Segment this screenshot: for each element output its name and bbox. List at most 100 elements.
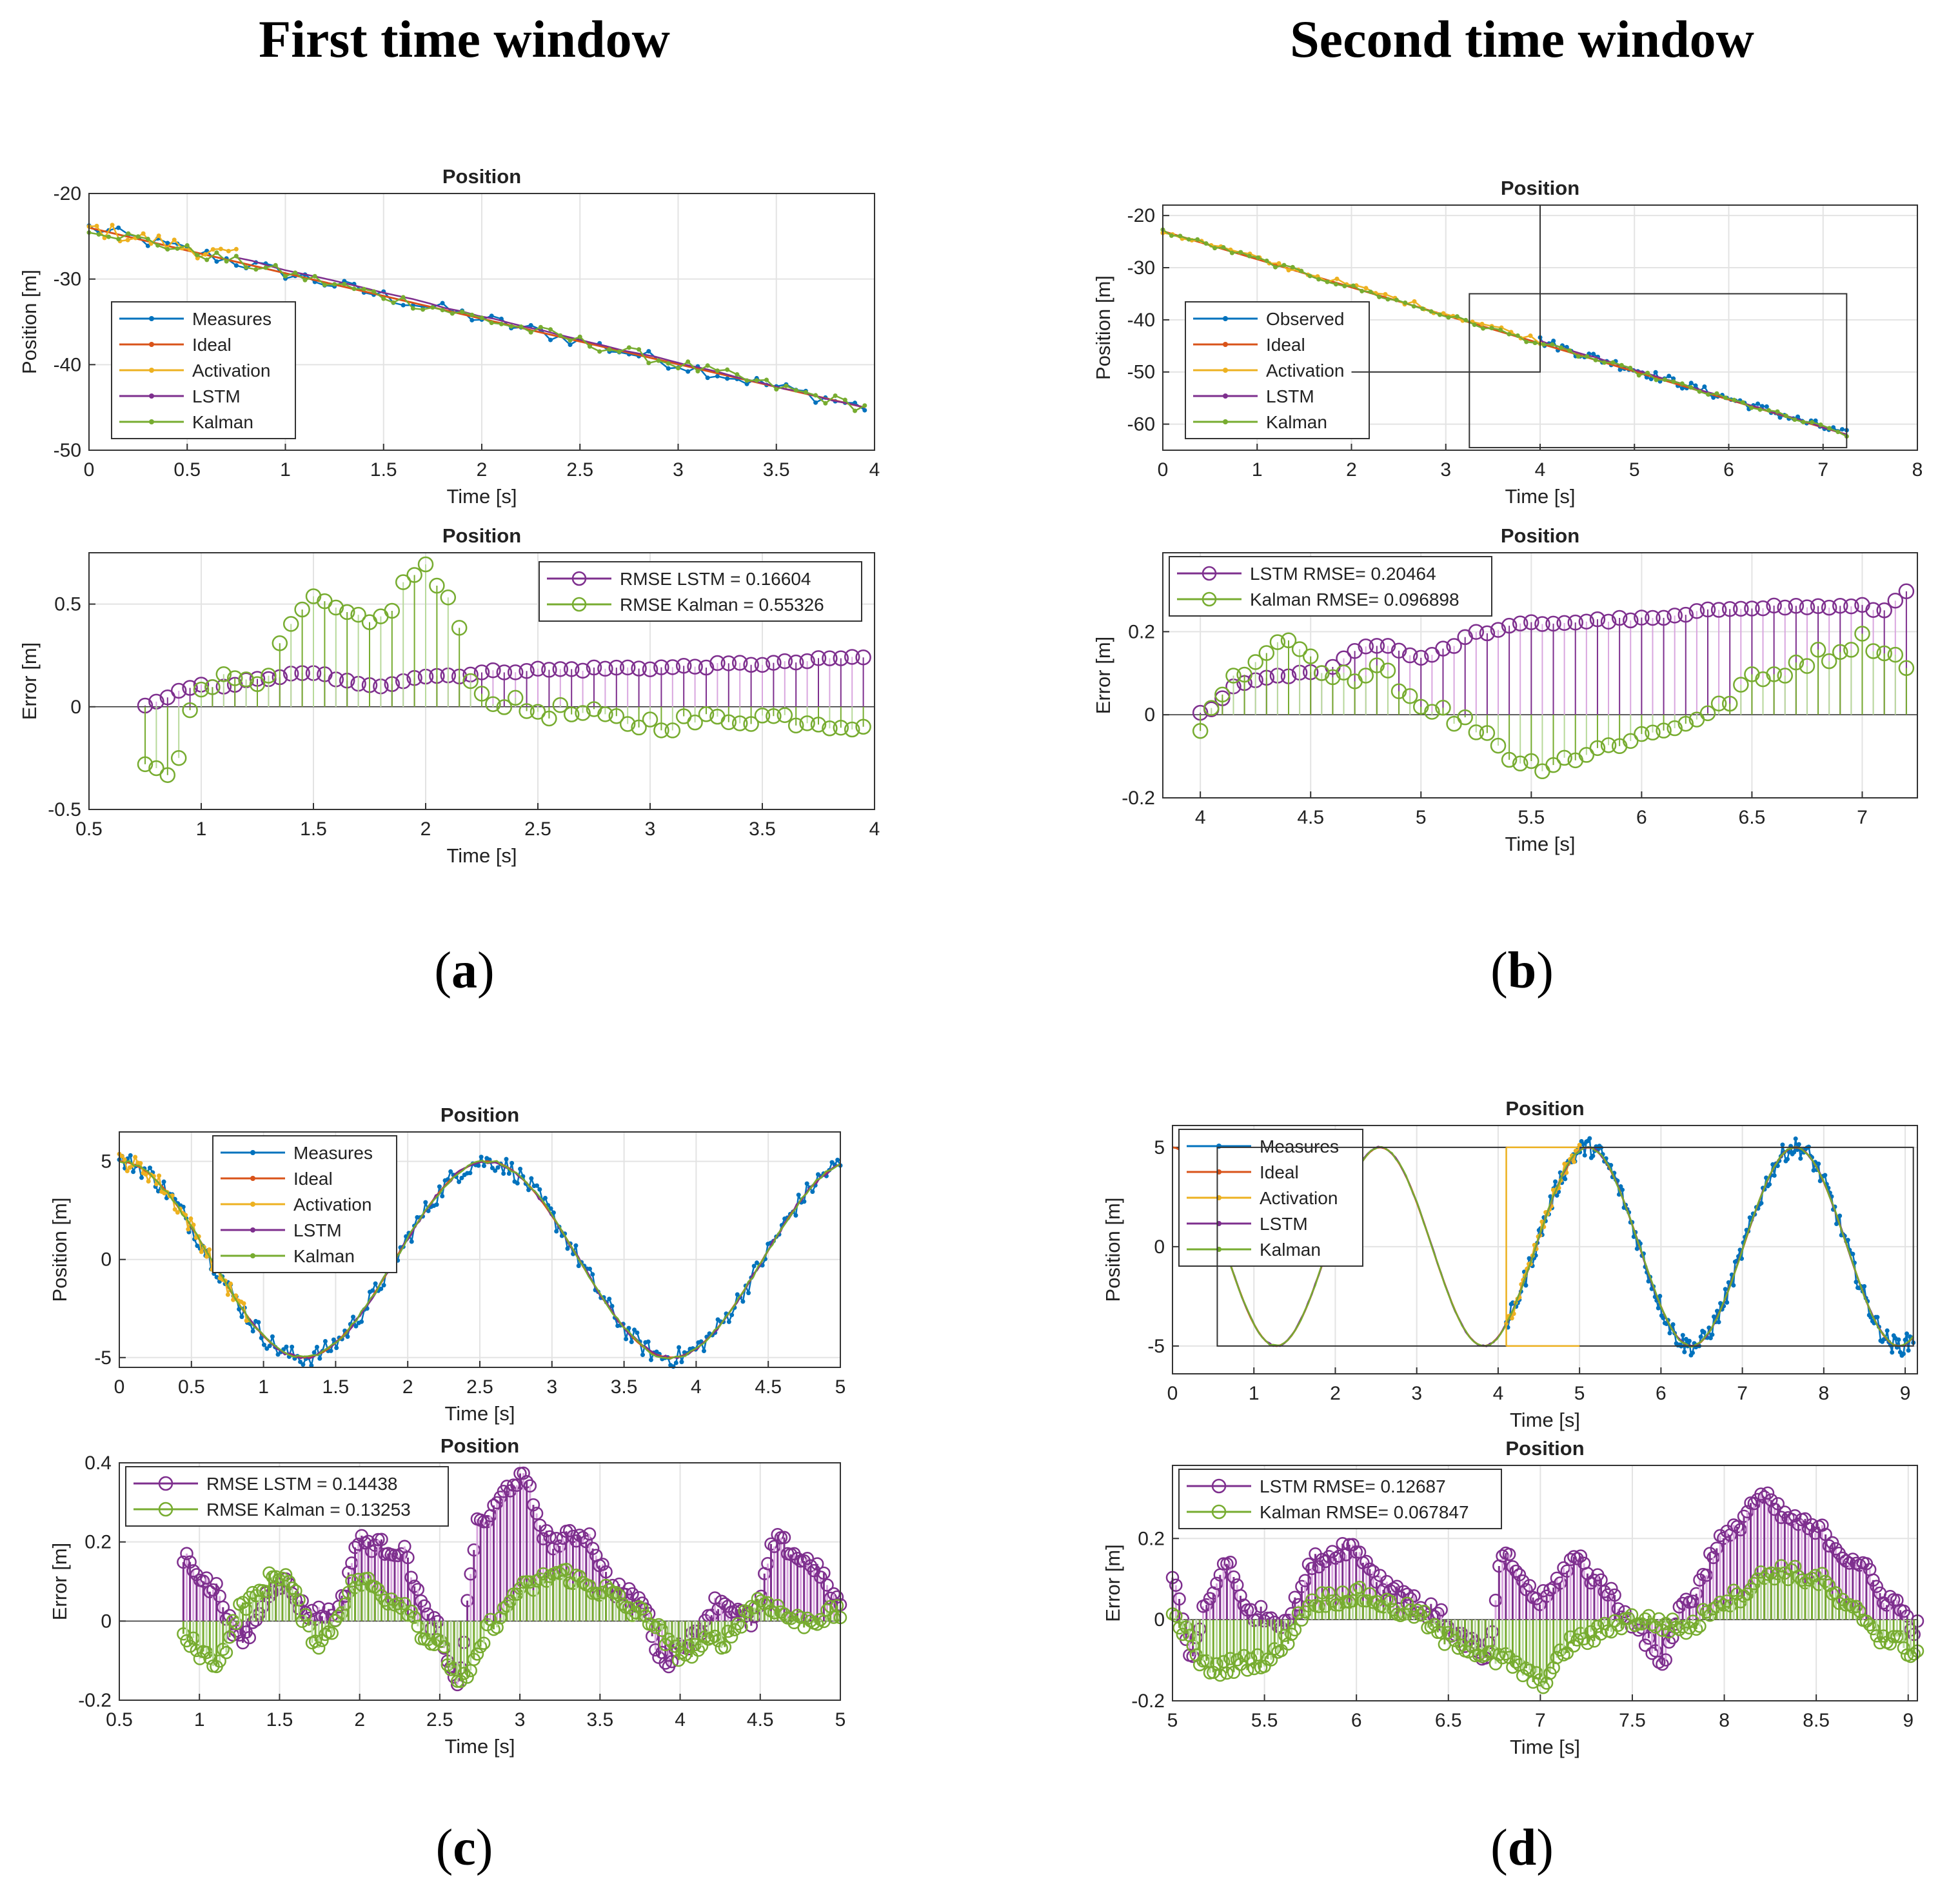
stem-marker-kalman — [1581, 1636, 1594, 1651]
stem-marker-kalman — [1479, 725, 1496, 741]
legend-entry: Measures — [192, 309, 272, 329]
stem-marker-kalman — [1435, 700, 1451, 716]
data-point — [460, 309, 465, 314]
data-point — [165, 241, 170, 246]
stem-marker-lstm — [771, 1528, 784, 1542]
data-point — [725, 367, 730, 372]
x-tick-label: 1.5 — [266, 1709, 293, 1730]
data-point — [1723, 1287, 1728, 1292]
data-point — [1783, 413, 1788, 419]
stem-marker-kalman — [810, 717, 827, 733]
stem-marker-lstm — [1805, 1518, 1819, 1532]
data-point — [1716, 1320, 1721, 1325]
data-point — [609, 1304, 615, 1309]
stem-marker-lstm — [1808, 1526, 1823, 1540]
data-point — [1723, 395, 1728, 401]
stem-marker-kalman — [1192, 1658, 1207, 1672]
x-tick-label: 3 — [546, 1376, 557, 1398]
data-point — [1553, 1179, 1558, 1184]
data-point — [803, 390, 808, 395]
legend-entry: Activation — [1266, 361, 1344, 381]
stem-marker-lstm — [642, 661, 658, 677]
data-point — [671, 1364, 676, 1369]
stem-marker-lstm — [626, 1587, 639, 1601]
stem-marker-lstm — [517, 1466, 530, 1480]
axes-frame — [1172, 1125, 1918, 1374]
stem-marker-lstm — [420, 1607, 435, 1621]
legend-entry: LSTM RMSE= 0.12687 — [1260, 1476, 1446, 1496]
stem-marker-lstm — [408, 1580, 421, 1593]
y-axis-label: Error [m] — [18, 642, 41, 720]
stem-marker-kalman — [743, 716, 759, 732]
stem-marker-kalman — [182, 702, 198, 719]
stem-marker-lstm — [1291, 1598, 1305, 1612]
data-point — [1620, 1187, 1625, 1193]
stem-marker-lstm — [1717, 1531, 1730, 1545]
legend-entry: LSTM RMSE= 0.20464 — [1250, 564, 1436, 584]
data-point — [263, 265, 268, 270]
stem-marker-kalman — [1703, 1608, 1717, 1622]
stem-marker-kalman — [457, 1667, 471, 1680]
x-tick-label: 5 — [1416, 807, 1427, 828]
stem-marker-lstm — [1424, 1597, 1438, 1611]
data-point — [214, 259, 219, 264]
stem-marker-kalman — [1360, 1594, 1373, 1608]
data-point — [122, 1157, 127, 1162]
legend: RMSE LSTM = 0.16604 RMSE Kalman = 0.55326 — [539, 561, 862, 622]
stem-marker-lstm — [599, 1565, 613, 1579]
data-point — [1835, 430, 1841, 435]
stem-marker-lstm — [401, 1551, 415, 1565]
data-point — [1307, 273, 1312, 279]
stem-marker-kalman — [286, 1582, 299, 1595]
stem-marker-lstm — [519, 663, 535, 679]
legend-box — [1169, 556, 1492, 617]
data-point — [823, 401, 828, 406]
stem-marker-lstm — [1676, 1596, 1690, 1611]
data-point — [1195, 237, 1200, 242]
stem-marker-kalman — [1866, 1621, 1880, 1636]
stem-marker-kalman — [1186, 1639, 1200, 1652]
data-point — [573, 1243, 579, 1248]
stem-marker-lstm — [1785, 1512, 1799, 1526]
data-point — [576, 1264, 581, 1269]
stem-marker-kalman — [1733, 677, 1749, 693]
legend-entry: LSTM — [293, 1220, 342, 1240]
stem-marker-lstm — [1688, 603, 1705, 619]
stem-marker-lstm — [1689, 1587, 1703, 1601]
stem-marker-lstm — [1757, 1490, 1771, 1504]
stem-marker-lstm — [180, 1547, 193, 1560]
data-point — [493, 1168, 498, 1173]
stem-marker-lstm — [552, 661, 569, 677]
legend-marker — [149, 393, 154, 399]
data-point — [754, 378, 759, 383]
stem-marker-kalman — [1312, 1600, 1326, 1614]
data-point — [312, 273, 317, 279]
data-point — [353, 1324, 359, 1329]
data-point — [666, 366, 671, 371]
y-tick-label: -40 — [1127, 310, 1155, 331]
stem-marker-lstm — [1501, 617, 1518, 634]
y-tick-label: -5 — [94, 1347, 112, 1369]
data-point — [259, 1335, 264, 1340]
data-point — [813, 400, 818, 405]
stem-marker-lstm — [1512, 1568, 1527, 1582]
data-point — [1679, 386, 1685, 391]
data-point — [1247, 253, 1252, 259]
data-point — [126, 231, 131, 236]
stem-marker-kalman — [294, 601, 310, 618]
data-point — [1264, 258, 1269, 263]
stem-marker-kalman — [1179, 1620, 1193, 1634]
data-point — [379, 1286, 384, 1291]
stem-marker-kalman — [282, 1575, 296, 1589]
stem-marker-kalman — [328, 599, 344, 616]
legend-entry: Kalman RMSE= 0.067847 — [1260, 1502, 1469, 1522]
stem-marker-kalman — [1683, 1621, 1696, 1635]
y-tick-label: -60 — [1127, 414, 1155, 435]
stem-marker-lstm — [1369, 638, 1385, 654]
data-point — [528, 330, 533, 335]
data-point — [793, 1213, 798, 1218]
x-tick-label: 6 — [1723, 459, 1734, 481]
data-point — [1834, 1222, 1839, 1227]
stem-marker-kalman — [687, 714, 703, 731]
stem-marker-kalman — [1843, 642, 1859, 658]
